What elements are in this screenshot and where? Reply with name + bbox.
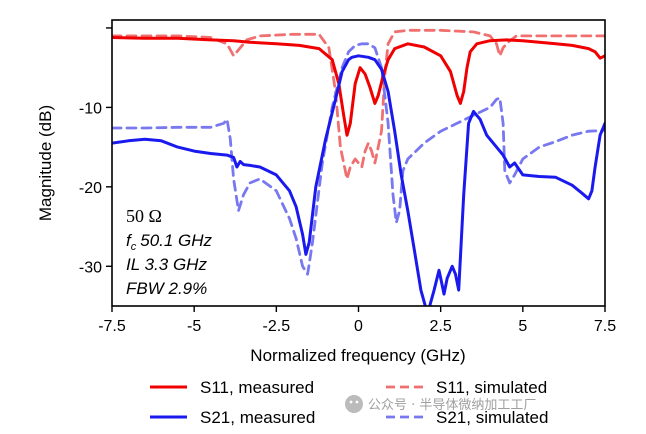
x-tick-label: -7.5: [98, 318, 126, 335]
annotation-block: 50 Ω fc 50.1 GHz IL 3.3 GHz FBW 2.9%: [126, 206, 213, 298]
annotation-il: IL 3.3 GHz: [126, 255, 207, 274]
x-axis-title: Normalized frequency (GHz): [250, 346, 465, 365]
y-axis-title: Magnitude (dB): [36, 105, 55, 221]
annotation-fbw: FBW 2.9%: [126, 279, 207, 298]
series-line-s21-measured: [112, 56, 605, 314]
series-line-s11-simulated: [112, 30, 605, 179]
annotation-fc-value: 50.1 GHz: [140, 231, 212, 250]
wechat-icon-eye-right: [356, 401, 359, 404]
annotation-center-frequency: fc 50.1 GHz: [126, 231, 213, 253]
legend-label-s11-measured: S11, measured: [200, 378, 314, 397]
legend-label-s11-simulated: S11, simulated: [436, 378, 547, 397]
annotation-fc-subscript: c: [131, 241, 137, 253]
x-tick-label: -2.5: [263, 318, 291, 335]
x-tick-label: -5: [187, 318, 201, 335]
x-axis: -7.5 -5 -2.5 0 2.5 5 7.5: [98, 306, 616, 335]
annotation-impedance: 50 Ω: [126, 206, 162, 226]
wechat-icon: [345, 395, 363, 413]
x-tick-label: 0: [354, 318, 363, 335]
series-line-s11-measured: [112, 38, 605, 136]
wechat-icon-eye-left: [350, 401, 353, 404]
watermark: 公众号 · 半导体微纳加工工厂: [345, 395, 536, 413]
x-tick-label: 7.5: [594, 318, 616, 335]
watermark-text: 公众号 · 半导体微纳加工工厂: [368, 398, 536, 413]
chart: -7.5 -5 -2.5 0 2.5 5 7.5 -10 -20 -30 Normalized …: [0, 0, 646, 434]
x-tick-label: 5: [518, 318, 527, 335]
x-tick-label: 2.5: [430, 318, 452, 335]
y-tick-label: -10: [79, 100, 102, 117]
legend-label-s21-measured: S21, measured: [200, 408, 315, 427]
y-tick-label: -30: [79, 259, 102, 276]
y-tick-label: -20: [79, 180, 102, 197]
y-axis: -10 -20 -30: [79, 28, 112, 276]
